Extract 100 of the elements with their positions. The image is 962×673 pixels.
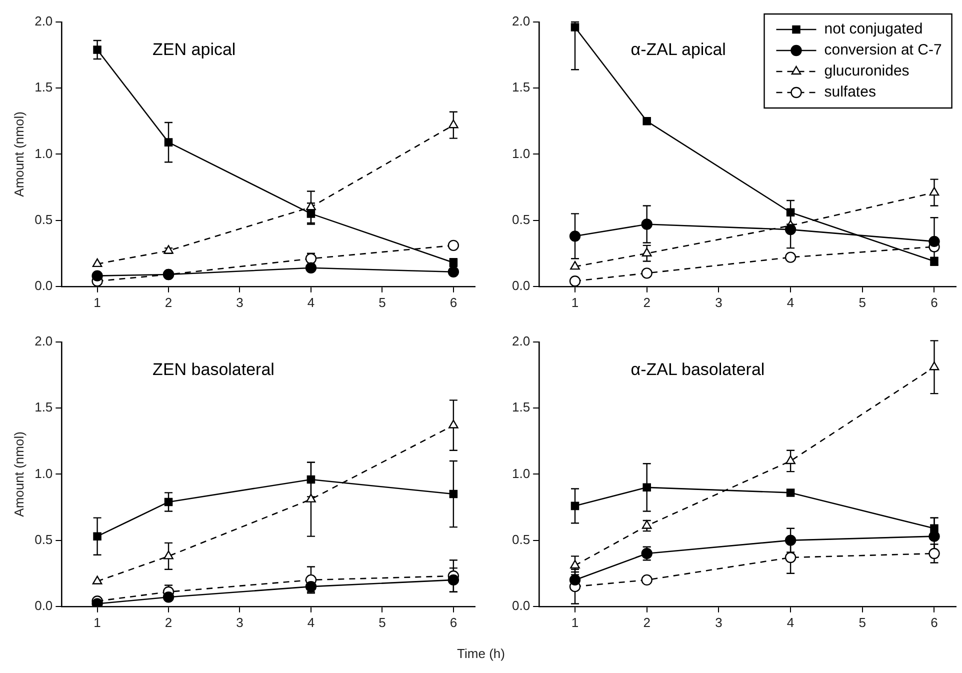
x-tick-label: 1 [94, 614, 101, 630]
y-tick-label: 0.0 [512, 278, 530, 293]
point [928, 236, 940, 248]
text: α-ZAL apical [630, 40, 726, 60]
legend-label: conversion at C-7 [824, 42, 942, 59]
y-tick-label: 0.5 [34, 532, 53, 547]
point [641, 574, 652, 586]
x-tick-label: 3 [236, 614, 244, 630]
point [786, 208, 795, 217]
x-tick-label: 3 [236, 294, 244, 310]
x-tick-label: 2 [164, 294, 172, 310]
point [642, 248, 652, 256]
point [448, 574, 460, 586]
point [93, 46, 102, 54]
x-tick-label: 1 [571, 614, 579, 630]
x-tick-label: 4 [307, 294, 315, 310]
point [569, 276, 581, 286]
x-tick-label: 6 [450, 614, 458, 630]
point [92, 258, 102, 268]
x-tick-label: 1 [94, 294, 101, 310]
x-tick-label: 4 [786, 614, 794, 630]
y-axis-title: Amount (nmol) [11, 432, 26, 517]
x-tick-label: 5 [378, 294, 386, 310]
legend-label: glucuronides [824, 62, 910, 80]
x-tick-label: 2 [643, 294, 650, 310]
point [570, 502, 580, 510]
y-tick-label: 1.0 [512, 466, 530, 481]
y-tick-label: 0.0 [34, 598, 53, 613]
point [569, 574, 581, 586]
x-tick-label: 4 [307, 614, 315, 630]
legend-label: not conjugated [824, 20, 923, 38]
point [162, 592, 174, 603]
point [92, 576, 102, 584]
point [164, 138, 173, 146]
y-tick-label: 1.5 [34, 400, 53, 415]
point [448, 420, 458, 428]
point [929, 362, 940, 370]
legend-label: sulfates [824, 84, 876, 101]
y-tick-label: 2.0 [512, 334, 530, 349]
point [448, 266, 460, 278]
text: ZEN apical [152, 40, 236, 60]
point [569, 230, 581, 242]
point [305, 262, 317, 274]
point [448, 240, 460, 252]
y-tick-label: 1.0 [34, 146, 53, 161]
point [641, 218, 652, 230]
point [642, 117, 651, 126]
y-tick-label: 0.5 [512, 212, 530, 227]
y-tick-label: 0.5 [512, 532, 530, 547]
y-tick-label: 1.5 [34, 80, 53, 95]
point [306, 210, 316, 218]
point [784, 552, 796, 564]
x-tick-label: 5 [378, 614, 386, 630]
point [448, 120, 458, 128]
text: ZEN basolateral [152, 360, 274, 380]
y-tick-label: 0.0 [34, 278, 53, 293]
point [92, 270, 103, 282]
point [928, 530, 940, 542]
x-tick-label: 2 [643, 614, 650, 630]
point [164, 498, 173, 506]
x-tick-label: 5 [858, 614, 866, 630]
x-tick-label: 4 [786, 294, 794, 310]
point [784, 224, 796, 236]
y-tick-label: 1.0 [512, 146, 530, 161]
x-tick-label: 6 [930, 614, 938, 630]
point [930, 524, 938, 533]
y-tick-label: 0.5 [34, 212, 53, 227]
y-axis-title: Amount (nmol) [11, 112, 26, 197]
y-tick-label: 0.0 [512, 598, 530, 613]
point [929, 186, 940, 196]
x-tick-label: 2 [164, 614, 172, 630]
point [784, 252, 796, 263]
point [786, 455, 796, 464]
point [306, 475, 316, 484]
point [164, 550, 174, 560]
point [449, 490, 458, 498]
point [786, 488, 795, 497]
x-tick-label: 1 [571, 294, 579, 310]
point [641, 268, 652, 279]
y-tick-label: 1.5 [512, 80, 530, 95]
x-tick-label: 3 [715, 614, 722, 630]
point [93, 532, 102, 540]
y-tick-label: 1.0 [34, 466, 53, 481]
point [306, 201, 316, 210]
point [306, 494, 316, 502]
x-tick-label: 6 [930, 294, 938, 310]
point [570, 560, 580, 569]
point [642, 520, 652, 529]
point [642, 483, 651, 492]
y-tick-label: 1.5 [512, 400, 530, 415]
point [928, 548, 940, 560]
x-axis-title: Time (h) [456, 646, 506, 661]
y-tick-label: 2.0 [34, 14, 53, 29]
x-tick-label: 6 [450, 294, 458, 310]
y-tick-label: 2.0 [512, 14, 530, 29]
y-tick-label: 2.0 [34, 334, 53, 349]
point [570, 260, 580, 270]
point [784, 534, 796, 546]
x-tick-label: 3 [715, 294, 722, 310]
text: α-ZAL basolateral [630, 360, 765, 380]
